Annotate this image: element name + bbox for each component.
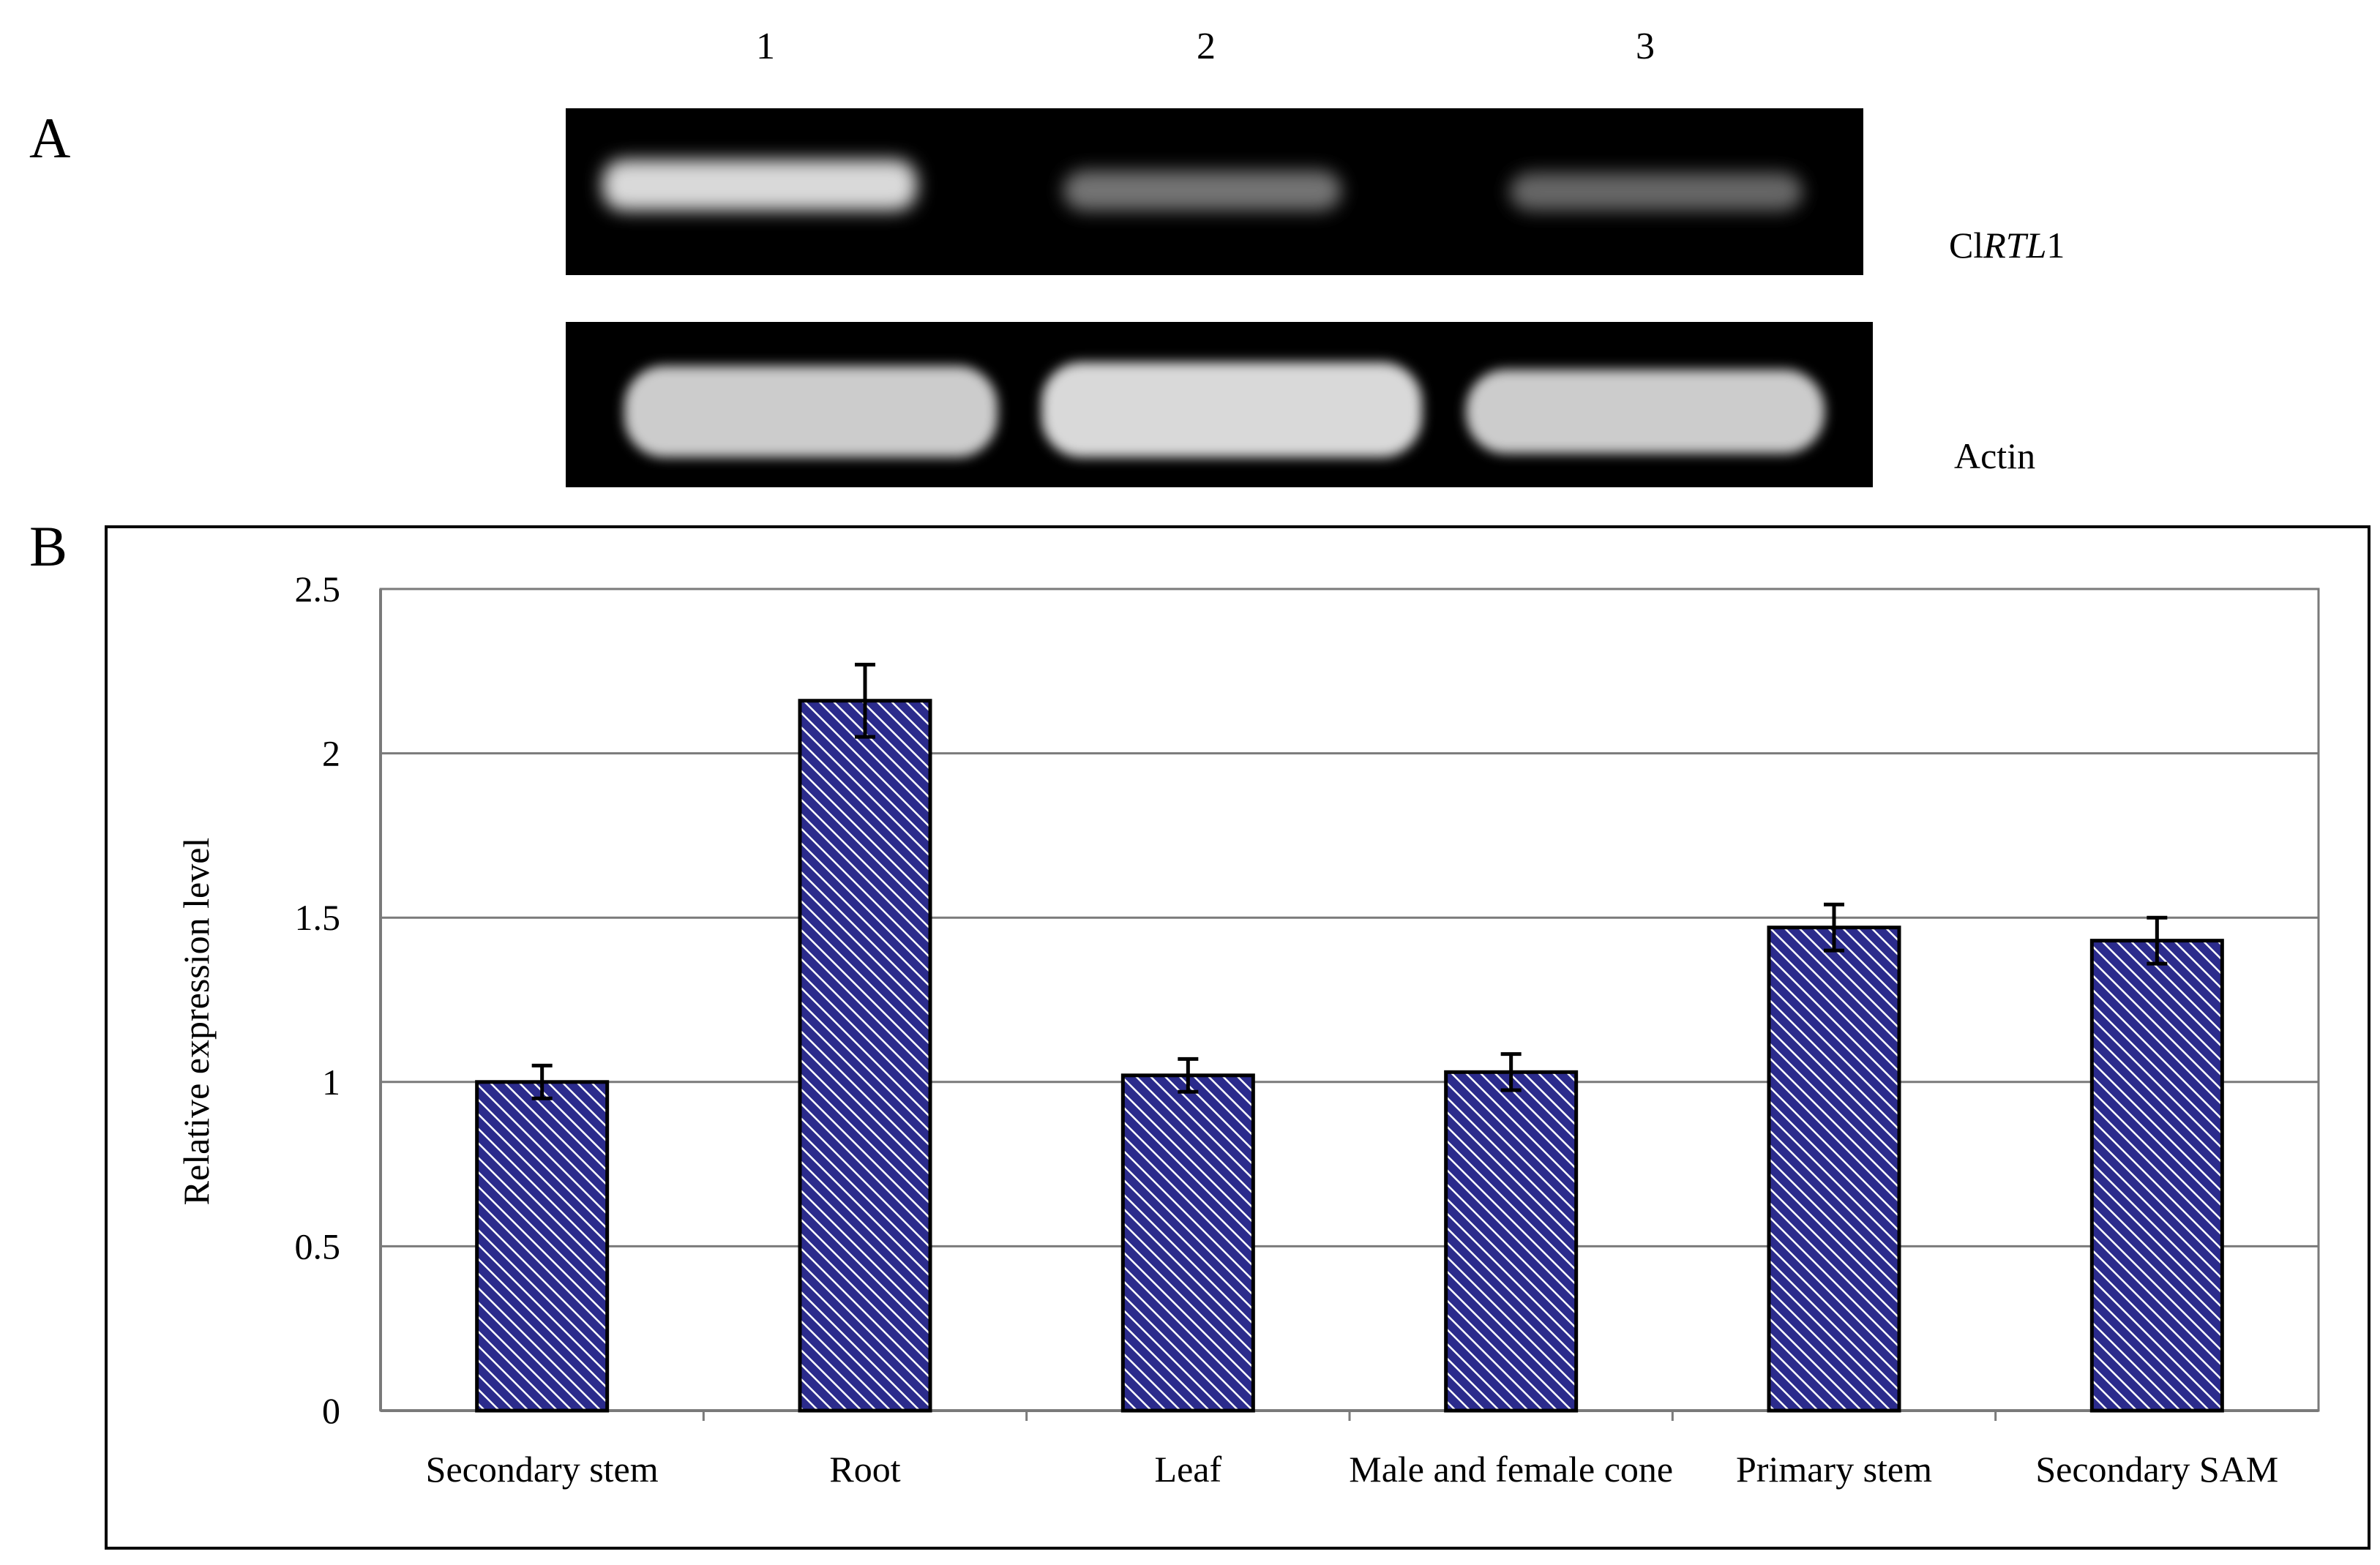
plot-area: [379, 588, 2320, 1412]
error-bar: [1824, 902, 1844, 953]
gene-label: ClRTL1: [1949, 227, 2065, 263]
lane-label-3: 3: [1636, 26, 1655, 67]
gene-label-suffix: 1: [2046, 225, 2065, 266]
y-tick-label: 1: [322, 1062, 340, 1103]
lane-label-1: 1: [756, 26, 775, 67]
y-tick-label: 0: [322, 1390, 340, 1431]
y-tick-label: 2: [322, 733, 340, 774]
bar-leaf: [1120, 1073, 1255, 1413]
gel-control: [566, 322, 1873, 487]
lane-label-2: 2: [1197, 26, 1216, 67]
control-band-1: [624, 366, 998, 457]
gene-band-3: [1510, 173, 1803, 211]
y-tick-label: 1.5: [295, 897, 341, 938]
y-tick-label: 2.5: [295, 568, 341, 609]
panel-b-letter: B: [29, 514, 68, 578]
gene-label-prefix: Cl: [1949, 225, 1984, 266]
error-bar: [855, 662, 875, 739]
gel-gene-bands: [602, 159, 1803, 211]
gel-gene: [566, 108, 1863, 275]
bar-root: [798, 699, 932, 1413]
control-label: Actin: [1954, 435, 2036, 476]
gene-band-2: [1063, 170, 1341, 211]
x-tick-label: Secondary stem: [426, 1449, 659, 1490]
x-tick-label: Secondary SAM: [2035, 1449, 2278, 1490]
error-bar: [531, 1063, 553, 1100]
x-tick-label: Leaf: [1155, 1449, 1222, 1490]
panel-a-letter: A: [29, 106, 71, 170]
control-band-3: [1466, 369, 1825, 454]
chart-frame: [105, 525, 2370, 1550]
error-bar: [1178, 1057, 1199, 1094]
x-tick-label: Root: [829, 1449, 900, 1490]
bar-primary-stem: [1767, 926, 1901, 1413]
error-bar: [2147, 915, 2168, 966]
x-tick-label: Male and female cone: [1349, 1449, 1673, 1490]
error-bar: [1500, 1052, 1522, 1092]
bar-secondary-sam: [2089, 939, 2224, 1413]
bar-male-and-female-cone: [1444, 1070, 1579, 1413]
gene-label-italic: RTL: [1983, 225, 2047, 266]
x-tick-label: Primary stem: [1736, 1449, 1932, 1490]
gene-band-1: [602, 159, 917, 211]
gel-control-bands: [624, 362, 1825, 457]
y-tick-label: 0.5: [295, 1226, 341, 1266]
control-band-2: [1041, 362, 1422, 457]
bar-secondary-stem: [475, 1080, 610, 1413]
y-axis-label: Relative expression level: [176, 838, 217, 1206]
